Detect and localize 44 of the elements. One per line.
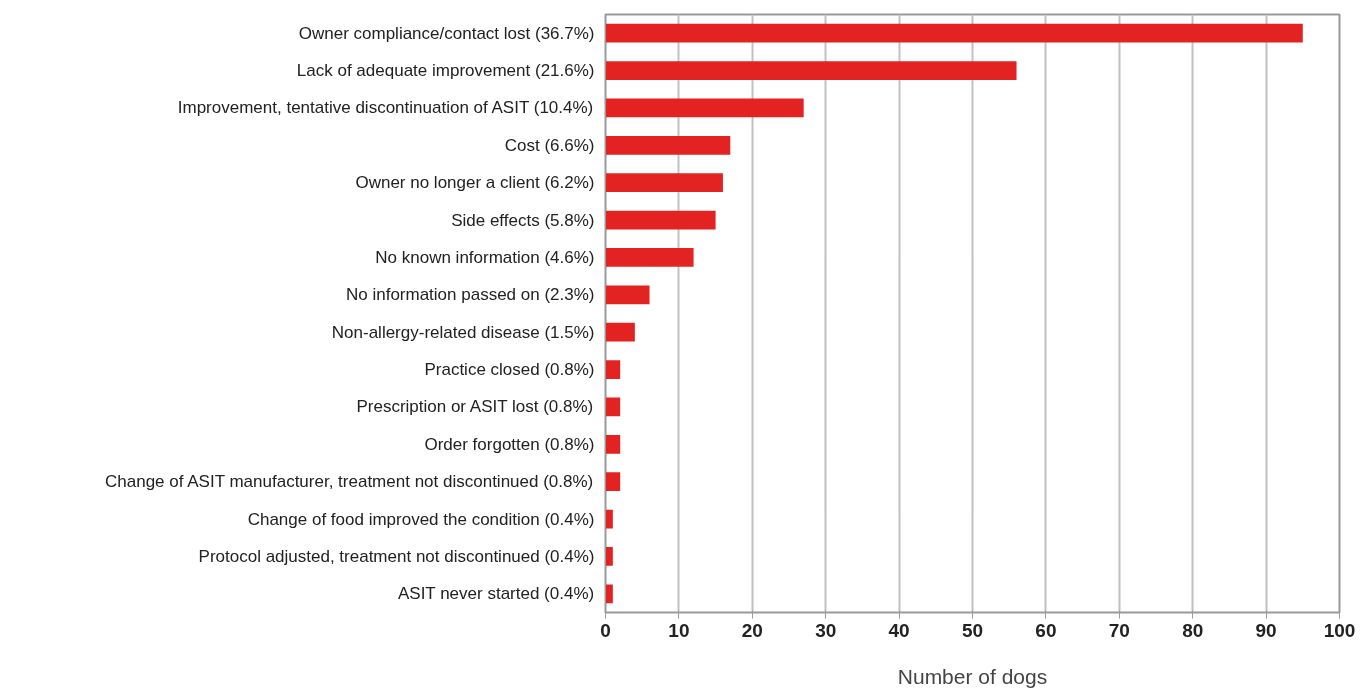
x-tick-label: 20 <box>741 619 763 641</box>
y-tick-label: Owner no longer a client (6.2%) <box>355 173 595 193</box>
x-tick-label: 60 <box>1035 619 1057 641</box>
y-tick-label: Prescription or ASIT lost (0.8%) <box>356 397 594 417</box>
bar <box>605 98 804 118</box>
y-tick-label: Practice closed (0.8%) <box>424 360 595 380</box>
bar <box>605 472 621 492</box>
x-tick-label: 50 <box>961 619 984 641</box>
bar <box>605 547 613 566</box>
bar <box>605 397 621 417</box>
y-tick-label: Cost (6.6%) <box>504 135 595 155</box>
y-tick-label: ASIT never started (0.4%) <box>397 584 595 604</box>
bar <box>605 248 694 267</box>
bar <box>605 210 716 230</box>
bar <box>605 509 613 529</box>
x-tick-label: 30 <box>815 619 837 641</box>
bar <box>605 285 650 305</box>
x-tick-label: 100 <box>1323 619 1356 641</box>
y-tick-label: Order forgotten (0.8%) <box>424 434 595 454</box>
x-tick-label: 0 <box>600 619 611 641</box>
bar <box>605 135 731 155</box>
bar <box>605 434 621 454</box>
y-tick-label: Change of ASIT manufacturer, treatment not discontinued (0.8%) <box>105 472 594 492</box>
bar <box>605 360 621 379</box>
y-tick-label: Change of food improved the condition (0.4%) <box>247 509 595 529</box>
x-tick-label: 90 <box>1255 619 1277 641</box>
bar <box>605 23 1303 43</box>
y-tick-label: Side effects (5.8%) <box>451 210 595 230</box>
x-tick-label: 80 <box>1182 619 1204 641</box>
x-tick-label: 70 <box>1108 619 1130 641</box>
y-tick-label: Non-allergy-related disease (1.5%) <box>331 322 595 342</box>
bar <box>605 584 613 604</box>
x-tick-label: 10 <box>668 619 690 641</box>
bar <box>605 173 723 193</box>
bar <box>605 61 1017 80</box>
y-tick-label: Protocol adjusted, treatment not discontinued (0.4%) <box>198 546 595 566</box>
bar <box>605 322 635 342</box>
y-tick-label: Lack of adequate improvement (21.6%) <box>296 61 595 81</box>
y-tick-label: Owner compliance/contact lost (36.7%) <box>298 23 595 43</box>
x-axis-title: Number of dogs <box>897 664 1048 688</box>
y-tick-label: No information passed on (2.3%) <box>345 285 595 305</box>
y-tick-label: Improvement, tentative discontinuation of ASIT (10.4%) <box>177 98 594 118</box>
x-tick-label: 40 <box>888 619 910 641</box>
y-tick-label: No known information (4.6%) <box>375 247 595 267</box>
